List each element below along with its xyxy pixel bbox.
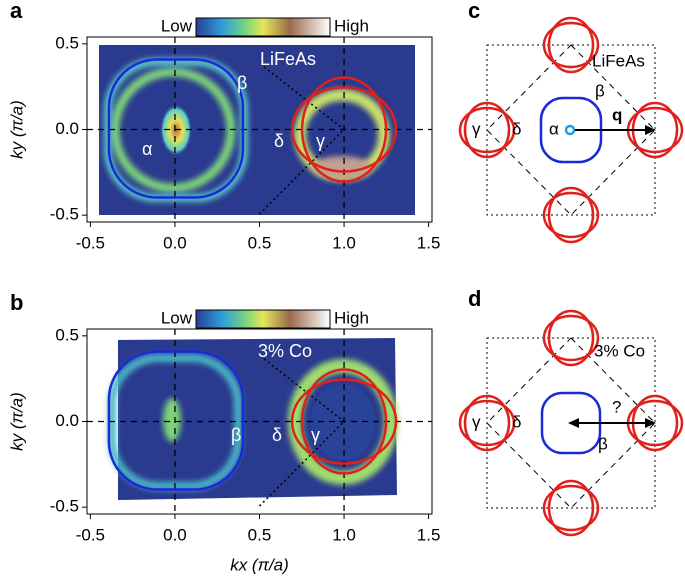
- zone-boundary: [263, 66, 345, 131]
- fermi-surface-diagram: 3% Co ? β γ δ d: [458, 286, 684, 537]
- y-axis-label: ky (π/a): [7, 100, 26, 159]
- y-tick-label: -0.5: [50, 497, 79, 516]
- fermi-surface-diagram: LiFeAs β γ δ α q c: [458, 0, 684, 244]
- annotation: γ: [311, 425, 320, 445]
- panel-label: a: [10, 0, 23, 23]
- electron-pockets: [458, 16, 684, 244]
- x-tick-label: 1.0: [332, 233, 356, 252]
- annotation: γ: [472, 412, 481, 431]
- annotation: β: [598, 434, 608, 453]
- annotation: ?: [612, 397, 621, 416]
- annotation: 3% Co: [594, 341, 645, 360]
- folded-zone: [486, 337, 656, 509]
- y-tick-label: -0.5: [50, 205, 79, 224]
- x-tick-label: 1.5: [417, 233, 441, 252]
- annotation: β: [237, 73, 247, 93]
- annotation: q: [612, 105, 622, 124]
- annotation: δ: [512, 119, 521, 138]
- annotation: α: [549, 119, 559, 138]
- annotation: β: [231, 425, 241, 445]
- zone-boundary: [263, 358, 345, 423]
- electron-pocket: [290, 86, 398, 173]
- arrow-head: [568, 418, 579, 428]
- y-tick-label: 0.0: [55, 411, 79, 430]
- annotation: δ: [272, 425, 282, 445]
- y-tick-label: 0.5: [55, 325, 79, 344]
- hole-pocket: [107, 58, 245, 199]
- y-tick-label: 0.0: [55, 119, 79, 138]
- panel-label: d: [468, 286, 481, 311]
- brillouin-zone: [486, 44, 656, 216]
- x-tick-label: 0.0: [163, 233, 187, 252]
- inner-pocket: [564, 124, 576, 136]
- y-axis-label: ky (π/a): [7, 392, 26, 451]
- x-tick-label: 0.0: [163, 525, 187, 544]
- annotation: LiFeAs: [592, 51, 645, 70]
- y-tick-label: 0.5: [55, 33, 79, 52]
- colorbar-label: Low: [161, 308, 193, 327]
- annotation: δ: [512, 412, 521, 431]
- x-tick-label: 0.5: [248, 233, 272, 252]
- colorbar: [195, 17, 331, 37]
- x-axis-label: kx (π/a): [230, 555, 289, 574]
- annotation: γ: [472, 119, 481, 138]
- annotation: β: [595, 81, 605, 100]
- annotation: LiFeAs: [260, 49, 316, 69]
- annotation: α: [142, 139, 152, 159]
- hole-pocket: [107, 350, 245, 491]
- electron-pocket: [290, 378, 398, 465]
- colorbar: [195, 309, 331, 329]
- annotation: δ: [274, 131, 284, 151]
- panel-label: c: [468, 0, 480, 23]
- x-tick-label: 0.5: [248, 525, 272, 544]
- x-tick-label: -0.5: [76, 525, 105, 544]
- electron-pocket: [300, 76, 388, 183]
- arrow-head: [645, 418, 656, 428]
- colorbar-label: High: [334, 16, 369, 35]
- annotation: γ: [316, 131, 325, 151]
- annotation: 3% Co: [258, 341, 312, 361]
- folded-zone: [486, 44, 656, 216]
- panel-label: b: [10, 290, 23, 315]
- arrow-head: [645, 125, 656, 135]
- colorbar-label: Low: [161, 16, 193, 35]
- colorbar-label: High: [334, 308, 369, 327]
- x-tick-label: -0.5: [76, 233, 105, 252]
- electron-pocket: [300, 368, 388, 475]
- intensity-map: [108, 338, 398, 500]
- x-tick-label: 1.5: [417, 525, 441, 544]
- x-tick-label: 1.0: [332, 525, 356, 544]
- brillouin-zone: [486, 337, 656, 509]
